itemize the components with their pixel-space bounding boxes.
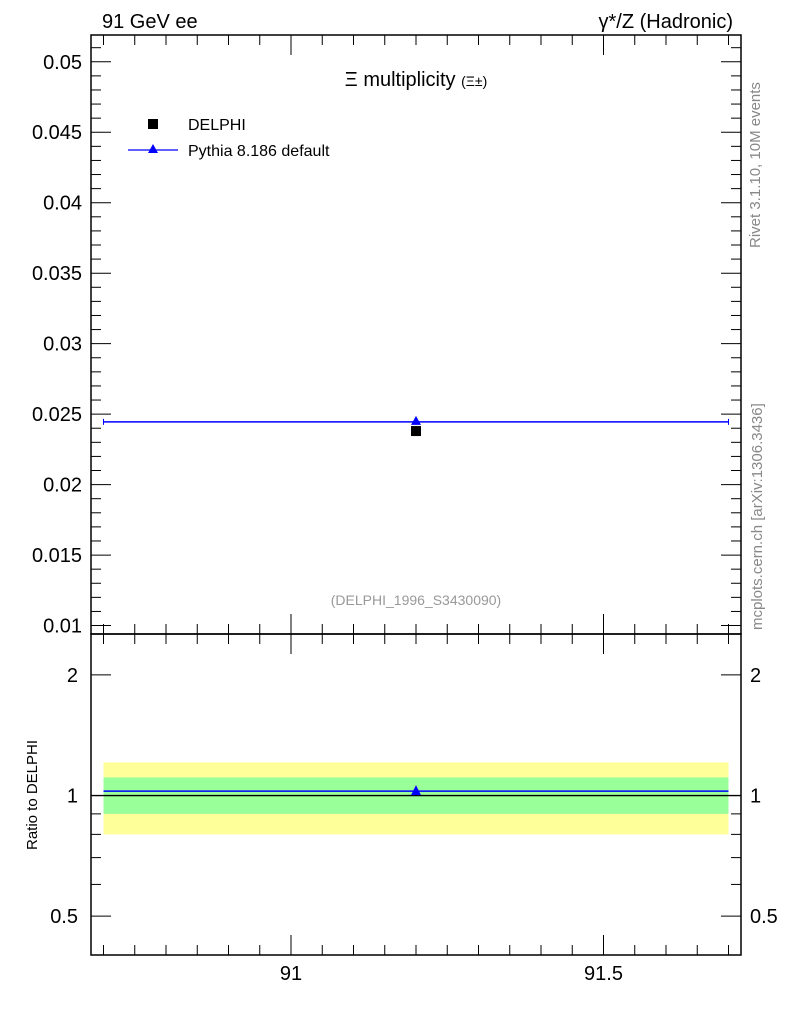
ratio-y-tick-label: 1 bbox=[67, 786, 78, 808]
header-right: γ*/Z (Hadronic) bbox=[599, 11, 733, 33]
ratio-y-tick-label-right: 1 bbox=[750, 786, 761, 808]
y-tick-label: 0.03 bbox=[43, 334, 82, 356]
chart-title: Ξ multiplicity (Ξ±) bbox=[345, 69, 487, 91]
y-tick-label: 0.05 bbox=[43, 52, 82, 74]
title-sub: (Ξ±) bbox=[461, 73, 487, 89]
ratio-y-tick-label: 2 bbox=[67, 665, 78, 687]
rivet-label: Rivet 3.1.10, 10M events bbox=[747, 82, 764, 248]
y-tick-label: 0.015 bbox=[32, 545, 82, 567]
data-point-pythia bbox=[411, 415, 421, 425]
ratio-point-pythia bbox=[411, 785, 421, 796]
ratio-ylabel: Ratio to DELPHI bbox=[24, 740, 41, 850]
header-left: 91 GeV ee bbox=[102, 11, 198, 33]
x-tick-label: 91 bbox=[280, 963, 302, 985]
analysis-label: (DELPHI_1996_S3430090) bbox=[331, 592, 501, 608]
ratio-y-tick-label-right: 0.5 bbox=[750, 906, 778, 928]
x-tick-label: 91.5 bbox=[584, 963, 623, 985]
data-point-delphi bbox=[411, 426, 421, 437]
legend-label-delphi: DELPHI bbox=[188, 117, 246, 134]
y-tick-label: 0.04 bbox=[43, 193, 82, 215]
y-tick-label: 0.02 bbox=[43, 475, 82, 497]
y-tick-label: 0.035 bbox=[32, 263, 82, 285]
ratio-y-tick-label-right: 2 bbox=[750, 665, 761, 687]
mcplots-label: mcplots.cern.ch [arXiv:1306.3436] bbox=[749, 403, 766, 630]
legend-marker-delphi bbox=[148, 119, 158, 129]
y-tick-label: 0.045 bbox=[32, 122, 82, 144]
y-tick-label: 0.01 bbox=[43, 616, 82, 638]
title-main: Ξ multiplicity bbox=[345, 69, 461, 91]
ratio-y-tick-label: 0.5 bbox=[50, 906, 78, 928]
legend-label-pythia: Pythia 8.186 default bbox=[188, 143, 330, 160]
y-tick-label: 0.025 bbox=[32, 404, 82, 426]
legend-marker-pythia bbox=[148, 144, 158, 153]
